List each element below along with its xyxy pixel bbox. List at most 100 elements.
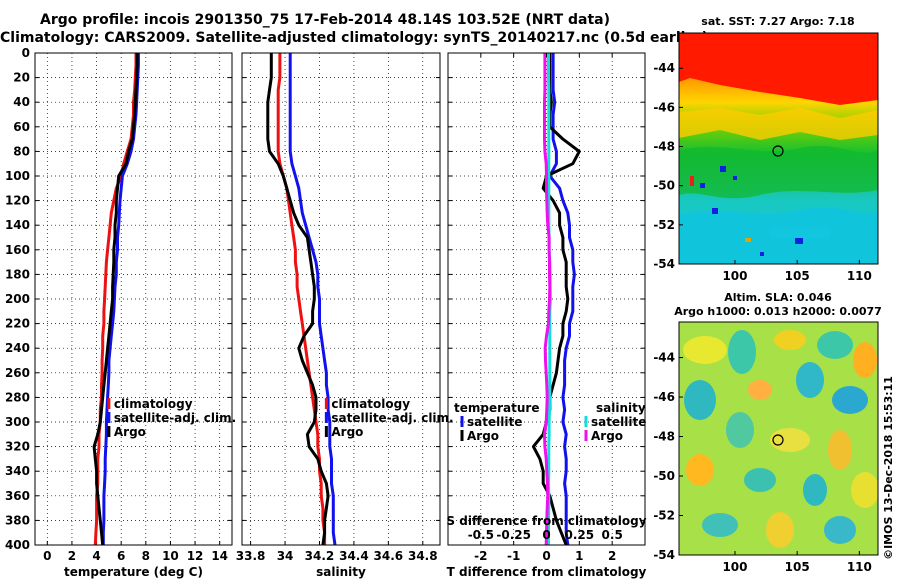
y-tick-label: 400: [5, 538, 30, 552]
series-line-salinity-argo: [543, 53, 552, 546]
map-x-tick-label: 100: [722, 560, 747, 574]
plot-frame: [34, 52, 233, 546]
map-y-tick-label: -44: [653, 351, 675, 365]
x2-tick-label: 0.25: [565, 528, 595, 542]
x-axis-label: T difference from climatology: [447, 565, 647, 579]
legend-label: satellite-adj. clim.: [331, 411, 453, 425]
sst-argo-marker: [772, 145, 784, 157]
map-x-tick-label: 110: [847, 560, 872, 574]
series-line-argo: [266, 53, 330, 546]
series-line-satellite-adj-clim-: [288, 53, 337, 546]
x-tick-label: 10: [162, 549, 179, 563]
x2-tick-label: 0: [542, 528, 550, 542]
x-tick-label: 34.6: [374, 549, 404, 563]
y-tick-label: 360: [5, 489, 30, 503]
x-axis-label: temperature (deg C): [64, 565, 203, 579]
map-x-tick-label: 110: [847, 269, 872, 283]
sst-map: sat. SST: 7.27 Argo: 7.18 100 105 110 -44 -4…: [653, 15, 879, 283]
legend-group-title: temperature: [454, 401, 539, 415]
y-tick-label: 220: [5, 317, 30, 331]
y-tick-label: 380: [5, 513, 30, 527]
x-axis-label: salinity: [316, 565, 366, 579]
x-tick-label: 12: [187, 549, 204, 563]
x-tick-label: -2: [474, 549, 487, 563]
y-tick-label: 120: [5, 194, 30, 208]
x-tick-label: -1: [507, 549, 520, 563]
x-tick-label: 33.8: [236, 549, 266, 563]
y-tick-label: 200: [5, 292, 30, 306]
map-y-tick-label: -46: [653, 390, 675, 404]
legend-label: Argo: [331, 425, 363, 439]
plot-frame: [241, 52, 441, 546]
map-y-tick-label: -52: [653, 509, 675, 523]
chart-title-line1: Argo profile: incois 2901350_75 17-Feb-2…: [39, 12, 611, 28]
x-tick-label: 8: [142, 549, 150, 563]
legend-label: satellite: [467, 415, 522, 429]
map-y-tick-label: -44: [653, 61, 675, 75]
sla-argo-marker: [772, 434, 784, 446]
y-tick-label: 180: [5, 267, 30, 281]
sla-map-title: Altim. SLA: 0.046: [724, 291, 832, 304]
y-tick-label: 60: [13, 120, 30, 134]
map-x-tick-label: 100: [722, 269, 747, 283]
legend-group-title: salinity: [596, 401, 646, 415]
x2-axis-label: S difference from climatology: [446, 514, 646, 528]
map-x-tick-label: 105: [785, 269, 810, 283]
map-y-tick-label: -54: [653, 257, 675, 271]
y-tick-label: 160: [5, 243, 30, 257]
map-x-tick-label: 105: [785, 560, 810, 574]
sla-map-subtitle: Argo h1000: 0.013 h2000: 0.0077: [674, 305, 882, 318]
x-tick-label: 6: [117, 549, 125, 563]
x2-tick-label: -0.5: [468, 528, 494, 542]
y-tick-label: 100: [5, 169, 30, 183]
series-line-temperature-argo: [531, 53, 581, 546]
legend-label: satellite-adj. clim.: [114, 411, 236, 425]
y-tick-label: 240: [5, 341, 30, 355]
chart-title-line2: Climatology: CARS2009. Satellite-adjuste…: [0, 30, 709, 46]
map-y-tick-label: -46: [653, 100, 675, 114]
legend-label: Argo: [467, 429, 499, 443]
x2-tick-label: -0.25: [496, 528, 531, 542]
series-line-climatology: [276, 53, 327, 545]
map-y-tick-label: -54: [653, 548, 675, 562]
y-tick-label: 40: [13, 95, 30, 109]
y-tick-label: 80: [13, 144, 30, 158]
y-tick-label: 260: [5, 366, 30, 380]
panel-difference: -2 -1 0 1 2 T difference from climatology temp…: [446, 52, 647, 579]
series-line-argo: [92, 53, 139, 546]
x-tick-label: 4: [92, 549, 100, 563]
credit-text: ©IMOS 13-Dec-2018 15:53:11: [882, 376, 895, 560]
y-tick-label: 320: [5, 440, 30, 454]
sla-map: Altim. SLA: 0.046 Argo h1000: 0.013 h200…: [653, 291, 882, 574]
x-tick-label: 14: [211, 549, 228, 563]
legend-label: Argo: [114, 425, 146, 439]
x-tick-label: 34.2: [305, 549, 335, 563]
y-tick-label: 140: [5, 218, 30, 232]
x-tick-label: 1: [575, 549, 583, 563]
map-y-tick-label: -48: [653, 430, 675, 444]
x2-tick-label: 0.5: [602, 528, 623, 542]
map-y-tick-label: -50: [653, 469, 675, 483]
map-y-tick-label: -48: [653, 140, 675, 154]
map-y-tick-label: -50: [653, 179, 675, 193]
x-tick-label: 0: [43, 549, 51, 563]
legend-label: Argo: [591, 429, 623, 443]
x-tick-label: 34.4: [339, 549, 369, 563]
y-tick-label: 0: [22, 46, 30, 60]
x-tick-label: 2: [68, 549, 76, 563]
x-tick-label: 34.8: [408, 549, 438, 563]
x-tick-label: 0: [542, 549, 550, 563]
legend-label: climatology: [114, 397, 193, 411]
sst-map-title: sat. SST: 7.27 Argo: 7.18: [701, 15, 854, 28]
series-line-temperature-satellite: [548, 53, 576, 546]
panel-temperature: 0 2 4 6 8 10 12 14 temperature (deg C) climatolog…: [34, 52, 236, 579]
y-tick-label: 20: [13, 71, 30, 85]
y-tick-label: 340: [5, 464, 30, 478]
map-y-tick-label: -52: [653, 218, 675, 232]
y-tick-label: 300: [5, 415, 30, 429]
y-tick-label: 280: [5, 390, 30, 404]
legend-label: satellite: [591, 415, 646, 429]
panel-salinity: 33.8 34 34.2 34.4 34.6 34.8 salinity climatolog…: [236, 52, 454, 579]
x-tick-label: 34: [277, 549, 294, 563]
